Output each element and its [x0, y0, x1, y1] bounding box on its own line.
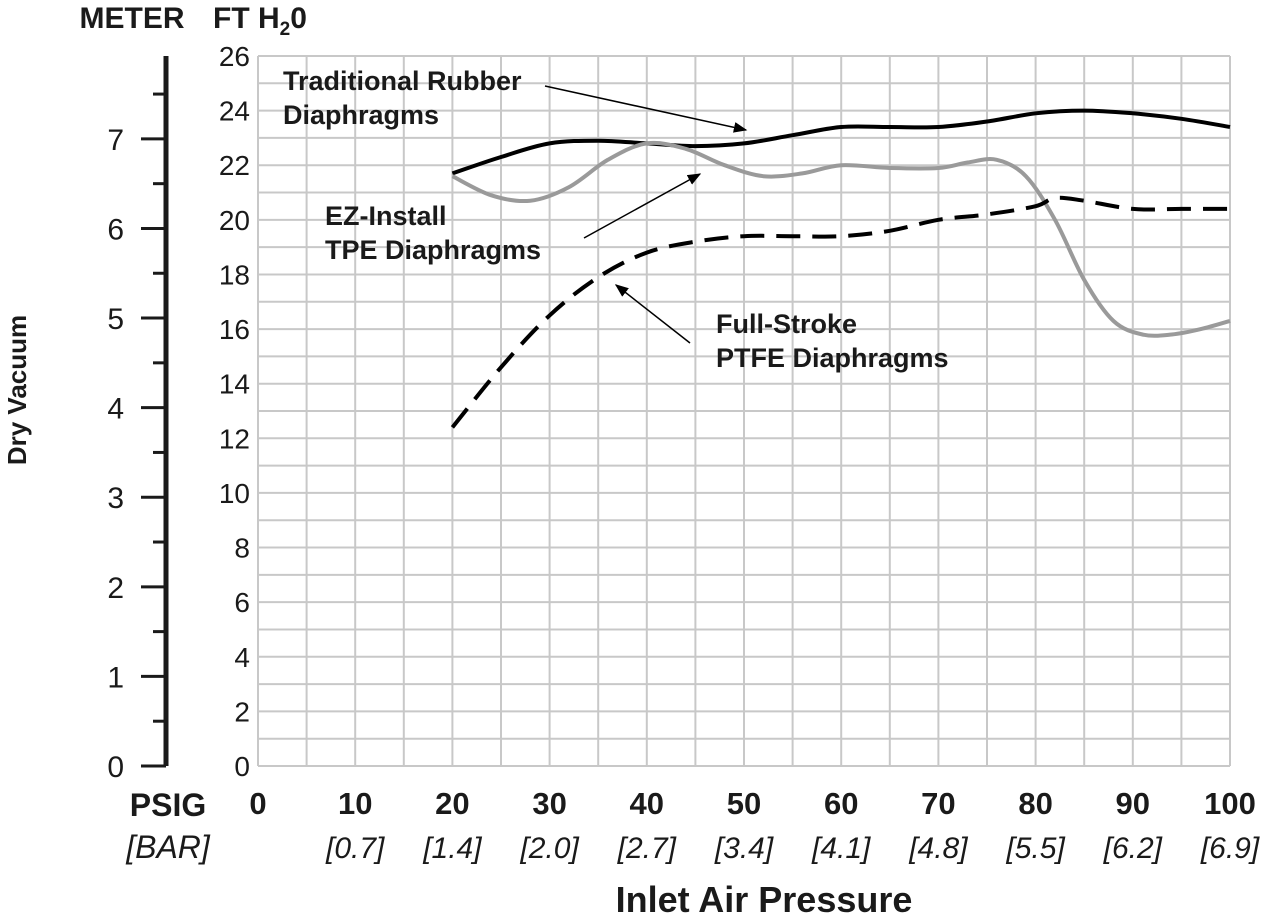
annotation-full-stroke: Full-Stroke PTFE Diaphragms — [614, 284, 949, 373]
x-tick-label: 20 — [435, 786, 469, 821]
x-tick-bar-label: [4.8] — [908, 832, 968, 865]
left-tick-label: 0 — [107, 751, 124, 784]
x-tick-label: 50 — [727, 786, 761, 821]
x-tick-bar-label: [0.7] — [325, 832, 385, 865]
annotation-ez-install: EZ-Install TPE Diaphragms — [325, 173, 702, 265]
y-axis-title: Dry Vacuum — [2, 315, 32, 465]
x-tick-label: 10 — [338, 786, 372, 821]
x-tick-label: 0 — [249, 786, 266, 821]
y-tick-label: 16 — [219, 314, 250, 345]
y-tick-label: 18 — [219, 259, 250, 290]
annotation-line: Diaphragms — [283, 100, 439, 130]
x-tick-label: 30 — [532, 786, 566, 821]
left-tick-label: 4 — [107, 393, 124, 426]
y-tick-label: 14 — [219, 369, 250, 400]
annotation-line: Full-Stroke — [716, 309, 857, 339]
x-tick-label: 90 — [1116, 786, 1150, 821]
x-tick-bar-label: [2.7] — [617, 832, 677, 865]
y-tick-label: 0 — [234, 751, 250, 782]
annotation-traditional-rubber: Traditional Rubber Diaphragms — [283, 66, 748, 133]
x-tick-labels: 0 10 [0.7] 20 [1.4] 30 [2.0] 40 [2.7] 50 [3.4] 60 [4… — [249, 786, 1259, 865]
annotation-arrow — [614, 284, 691, 344]
y-tick-label: 10 — [219, 478, 250, 509]
x-tick-label: 40 — [630, 786, 664, 821]
y-tick-label: 2 — [234, 696, 250, 727]
left-tick-label: 7 — [107, 124, 124, 157]
left-tick-label: 2 — [107, 572, 124, 605]
right-axis-unit: FT H20 — [213, 2, 307, 40]
x-tick-bar-label: [1.4] — [422, 832, 482, 865]
annotation-line: PTFE Diaphragms — [716, 343, 949, 373]
x-tick-bar-label: [3.4] — [714, 832, 774, 865]
left-axis-unit: METER — [80, 2, 185, 35]
y-tick-label: 8 — [234, 533, 250, 564]
x-unit-secondary: [BAR] — [125, 829, 211, 865]
x-tick-label: 100 — [1204, 786, 1256, 821]
x-tick-bar-label: [2.0] — [519, 832, 579, 865]
series-full-stroke-ptfe-line — [450, 195, 1230, 429]
left-meter-axis: 0 1 2 3 4 5 6 7 — [107, 56, 169, 784]
y-tick-label: 4 — [234, 642, 250, 673]
left-tick-label: 3 — [107, 482, 124, 515]
series-layer — [450, 108, 1231, 429]
left-tick-label: 5 — [107, 303, 124, 336]
x-tick-label: 80 — [1018, 786, 1052, 821]
annotation-arrow — [583, 173, 702, 239]
series-traditional-rubber-line — [451, 108, 1231, 176]
annotation-arrow — [544, 85, 748, 133]
x-tick-bar-label: [6.9] — [1200, 832, 1260, 865]
y-tick-label: 22 — [219, 150, 250, 181]
left-tick-label: 6 — [107, 213, 124, 246]
x-tick-bar-label: [4.1] — [811, 832, 871, 865]
x-tick-bar-label: [5.5] — [1005, 832, 1065, 865]
x-axis-title: Inlet Air Pressure — [616, 879, 913, 918]
series-ez-install-tpe-line — [451, 140, 1231, 338]
y-tick-label: 20 — [219, 205, 250, 236]
annotation-line: EZ-Install — [325, 201, 447, 231]
plot-grid — [257, 55, 1231, 767]
x-tick-bar-label: [6.2] — [1103, 832, 1163, 865]
x-unit-primary: PSIG — [130, 787, 206, 823]
x-tick-label: 70 — [921, 786, 955, 821]
y-tick-label: 26 — [219, 41, 250, 72]
y-tick-label: 12 — [219, 423, 250, 454]
x-tick-label: 60 — [824, 786, 858, 821]
annotation-line: Traditional Rubber — [283, 66, 522, 96]
y-tick-label: 6 — [234, 587, 250, 618]
y-tick-label: 24 — [219, 96, 250, 127]
left-tick-label: 1 — [107, 661, 124, 694]
annotation-line: TPE Diaphragms — [325, 235, 541, 265]
